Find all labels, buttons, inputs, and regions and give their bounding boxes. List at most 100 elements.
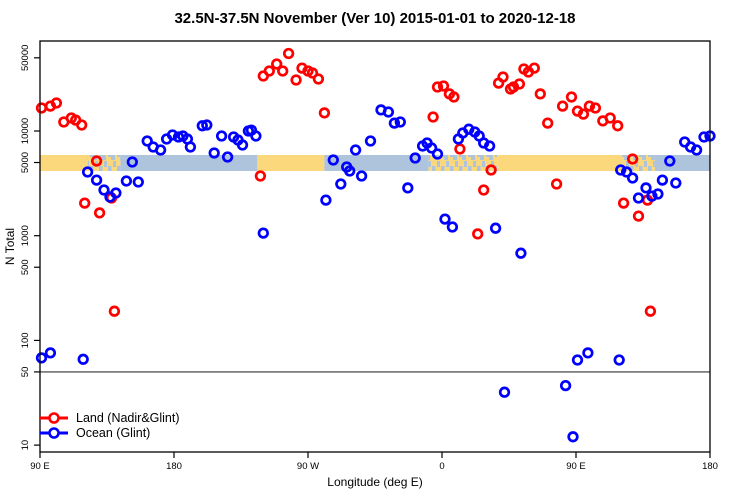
data-point-land xyxy=(632,210,645,222)
legend-ocean-marker xyxy=(48,427,60,439)
data-point-ocean xyxy=(431,148,444,160)
data-point-ocean xyxy=(184,141,197,153)
legend-land-marker xyxy=(48,412,60,424)
data-point-land xyxy=(282,47,295,60)
data-point-land xyxy=(534,88,546,100)
data-point-ocean xyxy=(382,106,395,118)
data-point-ocean xyxy=(446,221,459,233)
data-point-ocean xyxy=(571,354,584,366)
legend-land-label: Land (Nadir&Glint) xyxy=(76,411,180,425)
data-point-ocean xyxy=(250,130,262,142)
data-point-ocean xyxy=(613,354,625,366)
data-point-ocean xyxy=(664,155,676,167)
data-point-ocean xyxy=(132,176,144,188)
data-point-land xyxy=(497,71,509,83)
data-point-ocean xyxy=(154,144,167,156)
data-point-land xyxy=(626,153,639,165)
land-ocean-band xyxy=(40,155,710,171)
data-point-ocean xyxy=(126,156,138,168)
data-point-ocean xyxy=(257,227,269,239)
band-segment-mixed xyxy=(87,155,121,171)
band-segment-ocean xyxy=(654,155,710,171)
data-point-ocean xyxy=(90,174,103,186)
band-segment-ocean xyxy=(120,155,258,171)
data-point-ocean xyxy=(44,347,57,359)
data-point-land xyxy=(277,65,289,77)
x-tick-label: 90 E xyxy=(30,461,50,472)
data-point-land xyxy=(589,102,602,114)
plot-border xyxy=(39,40,711,453)
data-point-land xyxy=(254,170,267,182)
data-point-land xyxy=(556,100,569,112)
data-point-ocean xyxy=(364,135,377,147)
x-tick-label: 0 xyxy=(439,461,444,472)
data-point-ocean xyxy=(221,151,234,163)
data-point-land xyxy=(550,178,563,190)
data-point-land xyxy=(577,108,590,120)
band-segment-land xyxy=(257,155,325,171)
y-tick-label: 50000 xyxy=(20,45,31,71)
data-point-ocean xyxy=(483,140,496,152)
y-axis: 50000 10000 5000 1000 500 100 50 10 xyxy=(20,45,40,451)
y-tick-label: 5000 xyxy=(20,152,31,173)
data-point-ocean xyxy=(236,139,249,151)
data-point-land xyxy=(93,207,106,219)
data-point-land xyxy=(448,91,460,103)
data-point-ocean xyxy=(110,187,122,199)
data-point-land xyxy=(513,78,526,90)
data-point-ocean xyxy=(620,166,633,178)
data-point-ocean xyxy=(201,119,213,131)
data-point-ocean xyxy=(515,247,527,259)
data-points xyxy=(35,47,716,443)
data-point-ocean xyxy=(698,131,710,143)
y-tick-label: 10000 xyxy=(20,118,31,144)
data-point-ocean xyxy=(582,347,594,359)
data-point-ocean xyxy=(439,213,451,225)
data-point-ocean xyxy=(402,182,414,194)
data-point-ocean xyxy=(349,144,362,156)
data-point-ocean xyxy=(652,188,664,200)
y-tick-label: 50 xyxy=(20,367,31,378)
data-point-ocean xyxy=(632,192,645,204)
data-point-land xyxy=(528,62,540,74)
data-point-land xyxy=(644,305,657,317)
data-point-ocean xyxy=(640,182,652,194)
x-tick-label: 180 xyxy=(166,461,182,472)
data-point-ocean xyxy=(690,144,703,156)
data-point-land xyxy=(437,80,450,92)
data-point-land xyxy=(35,102,48,114)
data-point-land xyxy=(565,91,578,103)
data-point-ocean xyxy=(196,120,208,132)
data-point-ocean xyxy=(81,166,94,178)
y-tick-label: 500 xyxy=(20,259,31,275)
data-point-land xyxy=(50,97,63,109)
data-point-ocean xyxy=(656,174,669,186)
data-point-ocean xyxy=(141,135,153,147)
x-tick-label: 90 E xyxy=(566,461,586,472)
data-point-ocean xyxy=(498,386,511,398)
x-axis: 90 E 180 90 W 0 90 E 180 xyxy=(30,452,718,472)
data-point-land xyxy=(542,117,554,129)
band-segment-land xyxy=(40,155,88,171)
data-point-land xyxy=(79,197,91,209)
y-tick-label: 100 xyxy=(20,332,31,348)
data-point-land xyxy=(485,164,497,176)
x-tick-label: 180 xyxy=(702,461,718,472)
data-point-ocean xyxy=(215,130,228,142)
data-point-ocean xyxy=(355,170,368,182)
data-point-ocean xyxy=(670,177,682,189)
data-point-ocean xyxy=(208,147,220,159)
data-point-ocean xyxy=(344,165,356,177)
data-point-land xyxy=(108,305,121,317)
data-point-ocean xyxy=(98,184,110,196)
data-point-ocean xyxy=(35,352,48,364)
data-point-ocean xyxy=(335,178,347,190)
y-tick-label: 1000 xyxy=(20,225,31,246)
data-point-land xyxy=(76,119,88,131)
data-point-land xyxy=(427,111,439,123)
y-tick-label: 10 xyxy=(20,440,31,451)
y-axis-title: N Total xyxy=(3,228,17,265)
data-point-ocean xyxy=(425,142,438,154)
data-point-ocean xyxy=(567,431,579,443)
